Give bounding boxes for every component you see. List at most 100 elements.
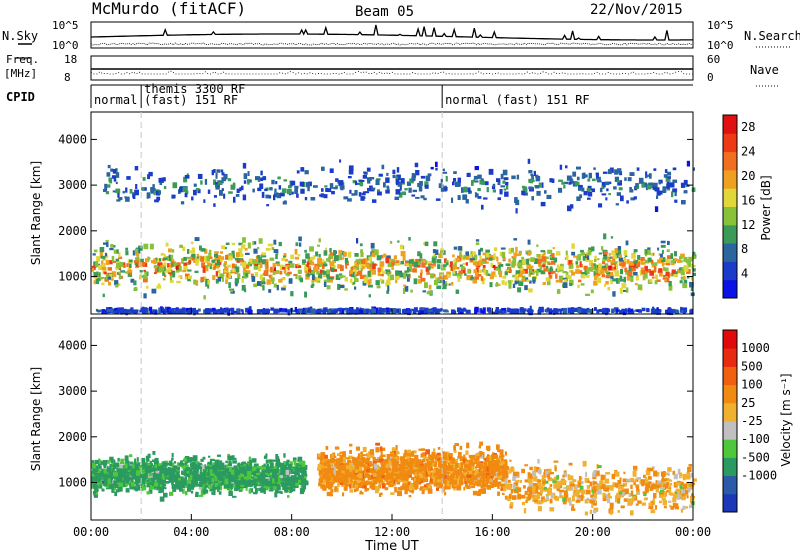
power-cells-cell-2343: [568, 311, 570, 313]
power-cells-cell-1376: [241, 244, 245, 249]
power-cells-cell-1184: [619, 263, 623, 266]
power-cells-cell-1833: [408, 188, 411, 193]
power-cells-cell-1710: [579, 194, 582, 198]
power-cells-cell-1316: [559, 266, 563, 270]
power-cells-cell-1817: [624, 177, 627, 181]
vel-cells-cell-2500: [453, 472, 455, 474]
power-cells-cell-526: [405, 270, 409, 272]
vel-cells-cell-2074: [501, 455, 505, 457]
power-cells-cell-898: [663, 267, 666, 271]
power-cells-cell-2148: [483, 307, 486, 313]
vel-cells-cell-1042: [203, 457, 206, 460]
power-cells-cell-814: [533, 280, 536, 284]
power-cells-cell-1578: [541, 182, 543, 188]
power-colorbar-swatch-6: [723, 170, 737, 189]
power-cells-cell-1079: [541, 250, 546, 252]
velocity-heatmap-cells: [91, 442, 697, 516]
power-cells-cell-1634: [255, 176, 260, 180]
power-cells-cell-941: [106, 240, 109, 242]
power-colorbar-swatch-8: [723, 133, 737, 152]
power-cells-cell-698: [550, 256, 552, 258]
power-colorbar-swatch-2: [723, 243, 737, 262]
power-cells-cell-952: [610, 272, 613, 276]
power-cells-cell-855: [248, 262, 250, 266]
power-cells-cell-1158: [486, 262, 489, 264]
power-cells-cell-1028: [242, 278, 244, 283]
power-cells-cell-1758: [605, 182, 610, 186]
power-cells-cell-1341: [502, 252, 506, 258]
power-cells-cell-1254: [278, 279, 282, 283]
vel-cells-cell-1383: [286, 478, 288, 483]
vel-cells-cell-515: [213, 492, 216, 495]
vel-cells-cell-207: [287, 495, 290, 498]
power-cells-cell-1843: [319, 194, 323, 196]
power-cells-cell-1796: [541, 202, 546, 206]
power-cells-cell-1319: [499, 264, 503, 267]
power-cells-cell-52: [110, 244, 113, 248]
vel-cells-cell-1271: [120, 459, 124, 464]
power-cells-cell-1801: [283, 201, 287, 204]
vel-cells-cell-1367: [215, 460, 220, 465]
cpid-segment-fast-151: (fast) 151 RF: [144, 93, 238, 107]
power-cells-cell-1581: [404, 188, 407, 190]
vel-cells-cell-1358: [213, 468, 218, 474]
power-cells-cell-764: [103, 243, 107, 245]
power-cells-cell-1122: [614, 261, 618, 263]
power-cells-cell-881: [588, 250, 592, 255]
power-cells-cell-362: [604, 284, 606, 287]
power-cells-cell-1868: [109, 179, 112, 184]
power-cells-cell-1097: [296, 242, 299, 246]
vel-cells-cell-1226: [208, 474, 210, 476]
power-cells-cell-2257: [169, 309, 173, 312]
power-cells-cell-1325: [219, 273, 224, 277]
power-cells-cell-787: [620, 276, 623, 280]
power-cells-cell-1211: [576, 265, 579, 268]
power-cells-cell-1651: [297, 170, 300, 173]
power-cells-cell-1176: [527, 252, 530, 256]
power-cells-cell-1500: [123, 191, 125, 194]
power-cells-cell-1247: [154, 272, 157, 274]
vel-cells-cell-1120: [106, 467, 110, 470]
vel-cells-cell-975: [104, 471, 108, 474]
vel-cells-cell-821: [269, 489, 273, 491]
power-cells-cell-1396: [260, 282, 265, 284]
power-cells-cell-1321: [458, 276, 461, 282]
power-cells-cell-2388: [380, 308, 385, 312]
vel-cells-cell-1250: [160, 467, 163, 470]
power-cells-cell-1553: [244, 173, 248, 179]
power-cells-cell-48: [203, 295, 206, 299]
power-cells-cell-1154: [629, 261, 634, 266]
power-cells-cell-1711: [487, 187, 489, 192]
vel-cells-cell-1220: [103, 483, 108, 486]
power-cells-cell-1375: [555, 274, 557, 279]
power-cells-cell-1333: [418, 261, 420, 265]
vel-cells-cell-437: [274, 492, 277, 497]
vel-cells-cell-1354: [186, 467, 190, 471]
power-cells-cell-1172: [612, 291, 615, 297]
power-cells-cell-1750: [536, 191, 540, 196]
power-cells-cell-1315: [481, 276, 483, 281]
vel-cells-cell-2404: [342, 492, 344, 496]
vel-cells-cell-1319: [265, 453, 267, 457]
power-cells-cell-1884: [684, 190, 688, 193]
power-cells-cell-2373: [639, 310, 641, 313]
power-cells-cell-1660: [219, 190, 223, 196]
power-cells-cell-197: [667, 249, 670, 252]
power-cells-cell-1359: [115, 284, 118, 287]
power-cells-cell-179: [585, 294, 590, 296]
power-cells-cell-1092: [178, 275, 182, 277]
power-cells-cell-2279: [642, 308, 646, 312]
vel-cells-cell-1342: [94, 469, 98, 473]
power-cells-cell-772: [143, 275, 147, 279]
vel-cells-cell-1265: [183, 479, 188, 484]
power-cells-cell-749: [191, 242, 194, 245]
power-cells-cell-1798: [561, 182, 565, 185]
power-cells-cell-1098: [119, 271, 121, 274]
power-cells-cell-1014: [659, 257, 663, 260]
power-cells-cell-722: [254, 264, 258, 266]
power-cells-cell-144: [580, 250, 584, 253]
power-cells-cell-832: [499, 272, 502, 278]
power-cells-cell-1574: [386, 173, 388, 176]
vel-cells-cell-1140: [104, 480, 108, 483]
power-cells-cell-1861: [185, 193, 188, 197]
